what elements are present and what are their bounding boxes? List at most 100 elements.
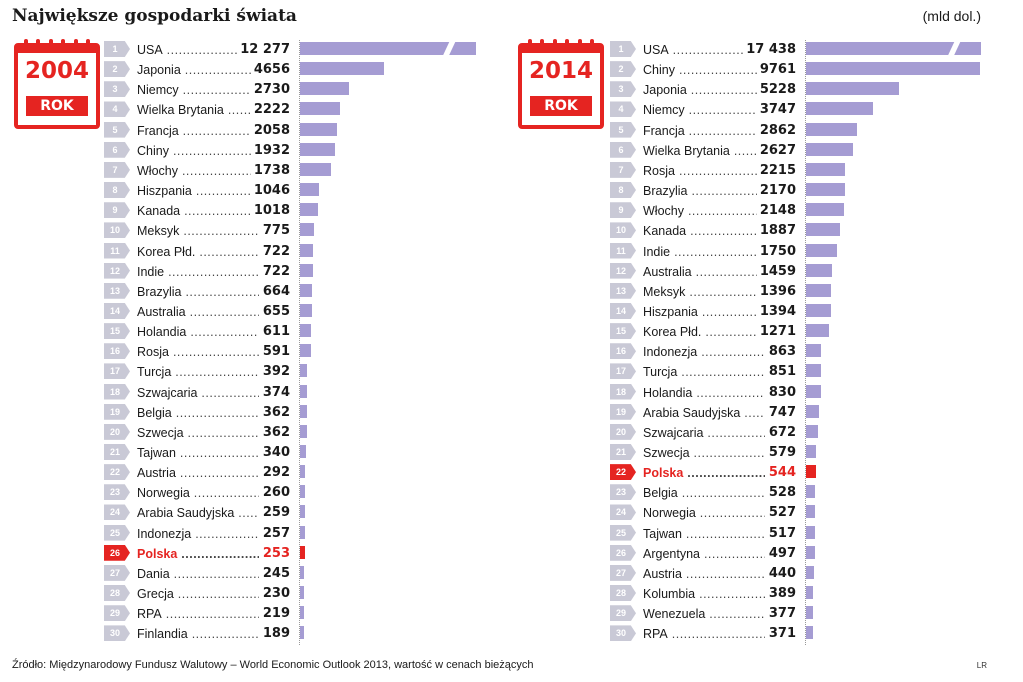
gdp-bar (806, 485, 816, 499)
gdp-value-label: 260 (259, 484, 290, 502)
ranking-row: 21 Szwecja579 (610, 443, 985, 461)
rank-badge: 18 (610, 383, 636, 400)
country-name: Dania (137, 566, 259, 582)
country-name: Grecja (137, 586, 259, 602)
rank-badge: 26 (610, 544, 636, 561)
country-name: Argentyna (643, 546, 765, 562)
country-name: Rosja (137, 344, 259, 360)
gdp-bar (806, 263, 832, 277)
gdp-value-label: 4656 (250, 61, 290, 79)
gdp-value-label: 292 (259, 464, 290, 482)
country-name: Chiny (643, 62, 765, 78)
rank-badge: 20 (610, 423, 636, 440)
ranking-row: 5 Francja2058 (104, 121, 480, 139)
year-rok-label: ROK (26, 96, 88, 116)
gdp-bar (806, 606, 813, 620)
gdp-bar (300, 62, 384, 76)
rank-badge: 17 (610, 363, 636, 380)
ranking-row: 15 Holandia611 (104, 322, 480, 341)
gdp-value-label: 189 (259, 625, 290, 643)
ranking-row: 17 Turcja392 (104, 362, 480, 381)
gdp-value-label: 544 (765, 464, 796, 482)
country-name: Wenezuela (643, 606, 765, 622)
rank-badge: 7 (104, 161, 130, 178)
ranking-row: 12 Australia1459 (610, 262, 985, 280)
gdp-bar (300, 122, 338, 136)
ranking-row: 1 USA12 277 (104, 40, 480, 58)
gdp-value-label: 3747 (756, 101, 796, 119)
ranking-row: 13 Brazylia664 (104, 282, 480, 300)
country-name: Niemcy (643, 102, 765, 118)
ranking-row: 26 Polska253 (104, 544, 480, 562)
ranking-row: 6 Chiny1932 (104, 141, 480, 159)
gdp-value-label: 2058 (250, 121, 290, 139)
country-name: Szwecja (643, 445, 765, 461)
source-note: Źródło: Międzynarodowy Fundusz Walutowy … (12, 659, 534, 671)
rank-badge: 8 (104, 182, 130, 199)
ranking-row: 7 Rosja2215 (610, 161, 985, 179)
gdp-value-label: 340 (259, 444, 290, 461)
country-name: Australia (137, 304, 259, 320)
gdp-value-label: 830 (765, 383, 796, 401)
ranking-row: 28 Grecja230 (104, 584, 480, 603)
gdp-value-label: 17 438 (743, 41, 796, 58)
gdp-bar (806, 384, 821, 398)
country-name: Hiszpania (137, 183, 259, 199)
gdp-value-label: 863 (765, 343, 796, 361)
gdp-value-label: 1396 (756, 282, 796, 300)
rank-badge: 11 (104, 242, 130, 259)
rank-badge: 23 (104, 484, 130, 501)
ranking-row: 19 Belgia362 (104, 403, 480, 421)
gdp-bar (806, 324, 829, 338)
gdp-bar (300, 545, 305, 559)
rank-badge: 10 (610, 222, 636, 239)
gdp-value-label: 389 (765, 585, 796, 603)
country-name: Francja (137, 123, 259, 139)
gdp-value-label: 664 (259, 282, 290, 300)
country-name: Indie (137, 264, 259, 280)
country-name: USA (137, 42, 259, 58)
gdp-bar (300, 364, 308, 378)
country-name: Meksyk (137, 223, 259, 239)
gdp-value-label: 722 (259, 242, 290, 260)
gdp-value-label: 2730 (250, 81, 290, 99)
rank-badge: 15 (104, 323, 130, 340)
rank-badge: 21 (610, 444, 636, 460)
country-name: Japonia (137, 62, 259, 78)
gdp-value-label: 2862 (756, 121, 796, 139)
country-name: Polska (643, 465, 765, 481)
ranking-row: 8 Hiszpania1046 (104, 181, 480, 200)
gdp-value-label: 1271 (756, 323, 796, 341)
country-name: Tajwan (137, 445, 259, 461)
gdp-value-label: 392 (259, 363, 290, 381)
country-name: Niemcy (137, 82, 259, 98)
country-name: RPA (137, 606, 259, 622)
country-name: Indonezja (137, 526, 259, 542)
rank-badge: 27 (610, 564, 636, 581)
gdp-bar (300, 586, 305, 600)
gdp-value-label: 655 (259, 302, 290, 320)
rank-badge: 9 (104, 202, 130, 219)
country-name: Turcja (643, 364, 765, 380)
gdp-bar (300, 82, 350, 96)
ranking-row: 28 Kolumbia389 (610, 584, 985, 603)
country-name: Polska (137, 546, 259, 562)
gdp-value-label: 2215 (756, 161, 796, 179)
gdp-bar (806, 445, 817, 458)
country-name: Japonia (643, 82, 765, 98)
gdp-value-label: 591 (259, 343, 290, 361)
year-label: 2004 (24, 58, 89, 84)
gdp-value-label: 12 277 (237, 41, 290, 58)
rank-badge: 19 (104, 403, 130, 420)
country-name: Turcja (137, 364, 259, 380)
country-name: RPA (643, 626, 765, 642)
rank-badge: 30 (610, 625, 636, 642)
gdp-bar (806, 62, 980, 76)
gdp-bar (300, 162, 332, 176)
ranking-row: 24 Arabia Saudyjska259 (104, 503, 480, 522)
gdp-value-label: 219 (259, 605, 290, 623)
gdp-value-label: 528 (765, 484, 796, 502)
country-name: Rosja (643, 163, 765, 179)
ranking-row: 27 Dania245 (104, 564, 480, 582)
ranking-row: 30 Finlandia189 (104, 624, 480, 643)
